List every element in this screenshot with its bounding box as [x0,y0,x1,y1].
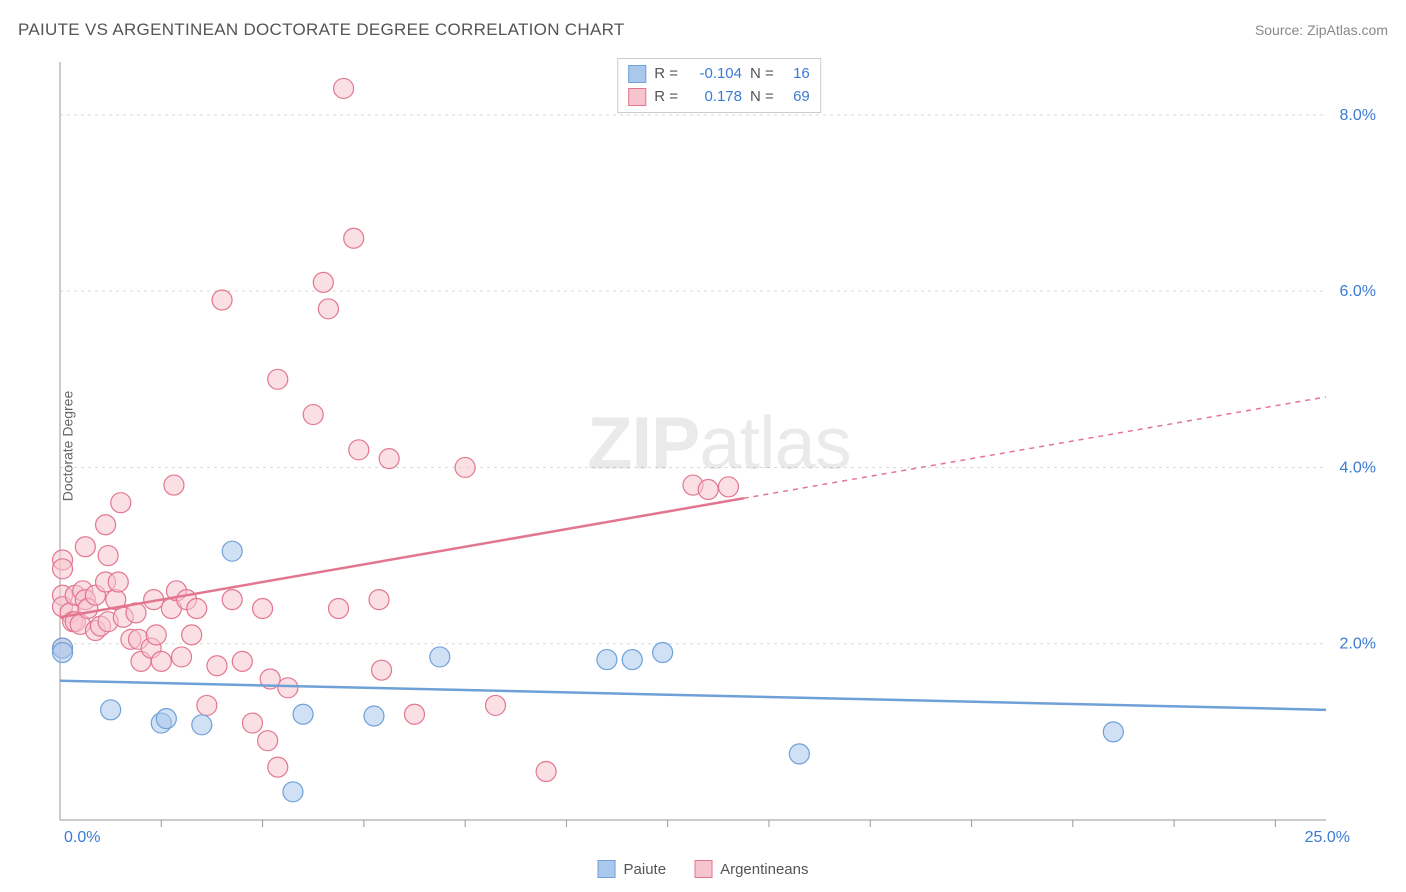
header-bar: PAIUTE VS ARGENTINEAN DOCTORATE DEGREE C… [18,20,1388,40]
legend-swatch-1 [628,88,646,106]
svg-text:4.0%: 4.0% [1340,459,1376,476]
chart-title: PAIUTE VS ARGENTINEAN DOCTORATE DEGREE C… [18,20,625,40]
r-value-0: -0.104 [686,63,742,86]
n-label-0: N = [750,63,774,86]
source-link[interactable]: ZipAtlas.com [1307,22,1388,38]
legend-item-swatch-1 [694,860,712,878]
svg-text:6.0%: 6.0% [1340,283,1376,300]
legend-stats: R = -0.104 N = 16 R = 0.178 N = 69 [617,58,821,113]
scatter-chart: 2.0% 4.0% 6.0% 8.0% 0.0% 25.0% [50,50,1388,850]
chart-area: 2.0%4.0%6.0%8.0%0.0%25.0% ZIPatlas R = -… [50,50,1388,850]
source-attribution: Source: ZipAtlas.com [1255,22,1388,38]
n-value-0: 16 [782,63,810,86]
legend-swatch-0 [628,65,646,83]
legend-item-label-0: Paiute [624,861,667,878]
svg-text:0.0%: 0.0% [64,829,100,846]
r-label-1: R = [654,86,678,109]
n-value-1: 69 [782,86,810,109]
n-label-1: N = [750,86,774,109]
legend-item-label-1: Argentineans [720,861,808,878]
legend-item-1[interactable]: Argentineans [694,860,808,878]
r-label-0: R = [654,63,678,86]
svg-text:2.0%: 2.0% [1340,636,1376,653]
svg-text:8.0%: 8.0% [1340,107,1376,124]
legend-item-0[interactable]: Paiute [598,860,667,878]
legend-series: Paiute Argentineans [598,860,809,878]
legend-stats-row-0: R = -0.104 N = 16 [628,63,810,86]
source-prefix: Source: [1255,22,1307,38]
legend-stats-row-1: R = 0.178 N = 69 [628,86,810,109]
svg-text:25.0%: 25.0% [1305,829,1350,846]
r-value-1: 0.178 [686,86,742,109]
legend-item-swatch-0 [598,860,616,878]
